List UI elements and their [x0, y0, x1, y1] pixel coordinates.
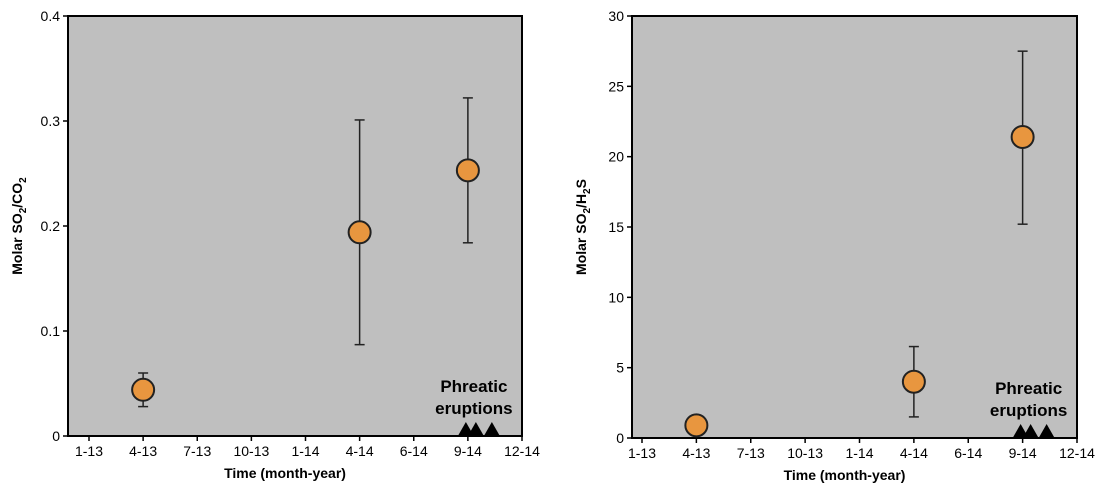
annotation-text: Phreatic — [440, 377, 507, 396]
x-tick-label: 9-14 — [454, 443, 482, 459]
data-point — [347, 119, 372, 346]
y-tick-label: 0 — [52, 428, 60, 444]
x-tick-label: 9-14 — [1009, 445, 1037, 461]
data-marker — [1010, 124, 1035, 149]
y-tick-label: 5 — [616, 360, 624, 376]
y-tick-label: 0.1 — [41, 323, 61, 339]
x-tick-label: 4-13 — [129, 443, 157, 459]
data-marker — [131, 377, 156, 402]
x-tick-label: 1-13 — [75, 443, 103, 459]
x-tick-label: 4-14 — [900, 445, 928, 461]
eruption-marker — [483, 422, 500, 436]
y-tick-label: 0 — [616, 430, 624, 446]
x-tick-label: 4-14 — [346, 443, 374, 459]
y-tick-label: 0.3 — [41, 113, 61, 129]
x-tick-label: 7-13 — [183, 443, 211, 459]
x-tick-label: 10-13 — [233, 443, 269, 459]
annotation-text: eruptions — [990, 401, 1067, 420]
data-marker — [347, 220, 372, 245]
x-tick-label: 7-13 — [737, 445, 765, 461]
eruption-marker — [1022, 424, 1039, 438]
eruption-marker — [467, 422, 484, 436]
x-tick-label: 4-13 — [682, 445, 710, 461]
data-point — [684, 413, 709, 438]
annotation-text: eruptions — [435, 399, 512, 418]
y-tick-label: 20 — [608, 149, 624, 165]
data-marker — [901, 369, 926, 394]
x-axis-title: Time (month-year) — [784, 467, 906, 483]
x-tick-label: 10-13 — [787, 445, 823, 461]
x-tick-label: 12-14 — [1059, 445, 1095, 461]
x-tick-label: 1-14 — [291, 443, 319, 459]
data-marker — [684, 413, 709, 438]
x-axis-title: Time (month-year) — [224, 465, 346, 481]
y-tick-label: 0.2 — [41, 218, 61, 234]
chart-panel-1: 0 0.1 0.2 0.3 0.4 1-13 4-13 7-13 10-13 1-14 4-14 6-… — [9, 8, 540, 481]
chart-panel-2: 0 5 10 15 20 25 30 1-13 4-13 7-13 10-13 1-14 4-14 6-1… — [573, 8, 1095, 483]
y-tick-label: 15 — [608, 219, 624, 235]
y-tick-label: 10 — [608, 289, 624, 305]
plot-area — [631, 15, 1078, 439]
data-point — [1010, 50, 1035, 225]
eruption-marker — [1038, 424, 1055, 438]
x-tick-label: 12-14 — [504, 443, 540, 459]
data-point — [131, 372, 156, 408]
data-point — [455, 97, 480, 244]
y-tick-label: 30 — [608, 8, 624, 24]
x-tick-label: 1-13 — [628, 445, 656, 461]
y-axis-title: Molar SO2/CO2 — [9, 177, 29, 275]
data-marker — [455, 158, 480, 183]
data-point — [901, 345, 926, 418]
plot-area — [67, 15, 523, 437]
x-tick-label: 1-14 — [845, 445, 873, 461]
x-tick-label: 6-14 — [954, 445, 982, 461]
y-tick-label: 0.4 — [41, 8, 61, 24]
x-tick-label: 6-14 — [400, 443, 428, 459]
y-tick-label: 25 — [608, 78, 624, 94]
y-axis-title: Molar SO2/H2S — [573, 179, 593, 275]
annotation-text: Phreatic — [995, 379, 1062, 398]
